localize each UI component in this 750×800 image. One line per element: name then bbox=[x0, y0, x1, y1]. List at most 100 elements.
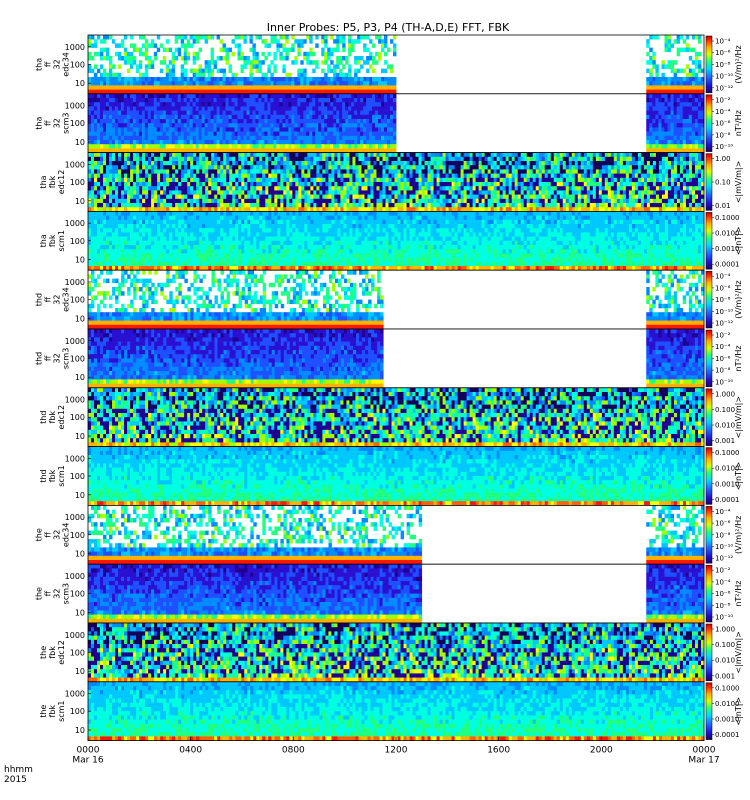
spectrogram-cell bbox=[388, 194, 392, 200]
spectrogram-cell bbox=[496, 182, 501, 187]
spectrogram-cell bbox=[673, 72, 678, 78]
spectrogram-cell bbox=[646, 39, 650, 44]
spectrogram-cell bbox=[649, 47, 653, 53]
spectrogram-cell bbox=[109, 207, 113, 212]
spectrogram-cell bbox=[679, 127, 684, 132]
spectrogram-cell bbox=[691, 89, 696, 95]
spectrogram-cell bbox=[258, 85, 262, 90]
spectrogram-cell bbox=[427, 190, 431, 195]
spectrogram-cell bbox=[415, 190, 419, 195]
spectrogram-cell bbox=[655, 114, 659, 120]
spectrogram-cell bbox=[345, 81, 349, 86]
spectrogram-cell bbox=[300, 60, 304, 65]
spectrogram-cell bbox=[300, 135, 304, 141]
spectrogram-cell bbox=[223, 186, 227, 191]
spectrogram-cell bbox=[348, 35, 352, 40]
spectrogram-cell bbox=[265, 190, 269, 195]
spectrogram-cell bbox=[270, 106, 274, 111]
spectrogram-cell bbox=[228, 127, 232, 132]
spectrogram-cell bbox=[165, 123, 170, 128]
spectrogram-cell bbox=[553, 152, 558, 158]
spectrogram-cell bbox=[369, 77, 373, 82]
spectrogram-cell bbox=[664, 114, 668, 120]
spectrogram-cell bbox=[523, 161, 528, 166]
spectrogram-cell bbox=[354, 106, 358, 111]
spectrogram-cell bbox=[300, 119, 304, 124]
spectrogram-cell bbox=[436, 156, 440, 162]
spectrogram-cell bbox=[424, 203, 428, 208]
spectrogram-cell bbox=[136, 169, 140, 174]
spectrogram-cell bbox=[136, 152, 140, 158]
spectrogram-cell bbox=[466, 156, 471, 162]
spectrogram-cell bbox=[124, 194, 128, 200]
spectrogram-cell bbox=[529, 186, 534, 191]
spectrogram-cell bbox=[421, 203, 425, 208]
spectrogram-cell bbox=[208, 207, 212, 212]
spectrogram-cell bbox=[538, 156, 543, 162]
spectrogram-cell bbox=[208, 165, 212, 170]
spectrogram-cell bbox=[144, 93, 149, 99]
spectrogram-cell bbox=[133, 169, 137, 174]
spectrogram-cell bbox=[162, 148, 167, 153]
spectrogram-cell bbox=[133, 198, 137, 204]
spectrogram-cell bbox=[262, 207, 266, 212]
spectrogram-cell bbox=[307, 177, 311, 183]
spectrogram-cell bbox=[273, 98, 277, 103]
spectrogram-cell bbox=[679, 47, 684, 53]
spectrogram-cell bbox=[190, 203, 194, 208]
spectrogram-cell bbox=[139, 156, 143, 162]
spectrogram-cell bbox=[412, 161, 416, 166]
spectrogram-cell bbox=[130, 207, 134, 212]
spectrogram-cell bbox=[553, 156, 558, 162]
spectrogram-cell bbox=[88, 119, 92, 124]
spectrogram-cell bbox=[523, 169, 528, 174]
spectrogram-cell bbox=[343, 161, 347, 166]
spectrogram-cell bbox=[325, 190, 329, 195]
spectrogram-cell bbox=[378, 81, 382, 86]
spectrogram-cell bbox=[217, 165, 221, 170]
spectrogram-cell bbox=[387, 98, 391, 103]
spectrogram-cell bbox=[159, 93, 164, 99]
spectrogram-cell bbox=[685, 47, 690, 53]
spectrogram-cell bbox=[192, 85, 197, 90]
spectrogram-cell bbox=[285, 89, 289, 95]
spectrogram-cell bbox=[124, 203, 128, 208]
spectrogram-cell bbox=[196, 182, 200, 187]
spectrogram-cell bbox=[381, 140, 385, 145]
spectrogram-cell bbox=[150, 102, 155, 107]
spectrogram-cell bbox=[372, 68, 376, 74]
spectrogram-cell bbox=[231, 106, 235, 111]
spectrogram-cell bbox=[661, 102, 665, 107]
spectrogram-cell bbox=[466, 203, 471, 208]
spectrogram-cell bbox=[670, 127, 675, 132]
spectrogram-cell bbox=[375, 114, 379, 120]
spectrogram-cell bbox=[334, 161, 338, 166]
spectrogram-cell bbox=[102, 135, 107, 141]
spectrogram-cell bbox=[102, 106, 107, 111]
spectrogram-cell bbox=[147, 140, 152, 145]
spectrogram-cell bbox=[312, 85, 316, 90]
spectrogram-cell bbox=[679, 81, 684, 86]
spectrogram-cell bbox=[252, 89, 256, 95]
spectrogram-cell bbox=[174, 127, 179, 132]
spectrogram-cell bbox=[124, 182, 128, 187]
spectrogram-cell bbox=[231, 127, 235, 132]
spectrogram-cell bbox=[216, 85, 220, 90]
spectrogram-cell bbox=[388, 156, 392, 162]
spectrogram-cell bbox=[298, 190, 302, 195]
spectrogram-cell bbox=[193, 207, 197, 212]
spectrogram-cell bbox=[339, 77, 343, 82]
spectrogram-cell bbox=[412, 177, 416, 183]
spectrogram-cell bbox=[685, 93, 690, 99]
spectrogram-cell bbox=[207, 131, 211, 137]
spectrogram-cell bbox=[372, 110, 376, 116]
spectrogram-cell bbox=[283, 152, 287, 158]
spectrogram-cell bbox=[655, 119, 659, 124]
spectrogram-cell bbox=[141, 89, 146, 95]
spectrogram-cell bbox=[162, 77, 167, 82]
spectrogram-cell bbox=[322, 203, 326, 208]
spectrogram-cell bbox=[97, 186, 101, 191]
spectrogram-cell bbox=[451, 165, 455, 170]
spectrogram-cell bbox=[460, 156, 464, 162]
spectrogram-cell bbox=[466, 152, 471, 158]
